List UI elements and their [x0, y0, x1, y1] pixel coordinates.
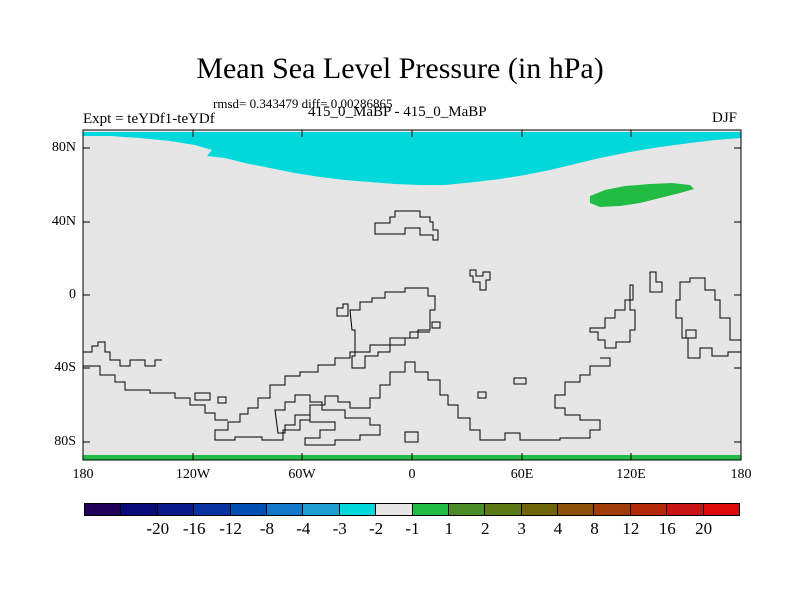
season-label: DJF [712, 110, 738, 126]
west-coast-segment [83, 365, 228, 421]
colorbar-label: -20 [146, 519, 170, 538]
colorbar-label: -1 [405, 519, 420, 538]
colorbar-swatch [447, 503, 486, 516]
colorbar-swatch [338, 503, 377, 516]
lon-label-180e: 180 [730, 467, 752, 482]
lon-label-60w: 60W [288, 467, 316, 482]
west-coast-segment-2 [83, 341, 162, 367]
colorbar-label: -8 [259, 519, 275, 538]
arctic-negative-anomaly [83, 132, 741, 185]
colorbar [84, 503, 741, 516]
lat-label-0: 0 [69, 287, 76, 302]
colorbar-label: -4 [296, 519, 311, 538]
colorbar-label: -12 [219, 519, 242, 538]
colorbar-label: 3 [517, 519, 526, 538]
lat-label-40n: 40N [51, 214, 76, 229]
south-america-coast [349, 287, 436, 369]
colorbar-label: -3 [332, 519, 347, 538]
lat-label-80n: 80N [51, 140, 76, 155]
lon-label-120e: 120E [616, 467, 646, 482]
colorbar-label: 4 [553, 519, 563, 538]
indonesia-coast [589, 284, 636, 349]
small-island-coast [336, 303, 349, 317]
colorbar-label: 2 [481, 519, 490, 538]
colorbar-swatch [411, 503, 449, 516]
colorbar-label: 16 [658, 519, 676, 538]
small-island-8-coast [685, 329, 697, 339]
antarctic-island-coast [404, 431, 419, 443]
colorbar-swatch [265, 503, 304, 516]
colorbar-swatch [375, 503, 413, 516]
colorbar-swatch [520, 503, 559, 516]
island-3-coast [649, 271, 663, 293]
lon-label-0: 0 [408, 467, 416, 482]
colorbar-swatch [702, 503, 741, 516]
colorbar-label: -2 [369, 519, 384, 538]
colorbar-swatch [229, 503, 267, 516]
coastlines [83, 210, 742, 446]
australia-coast [675, 277, 742, 359]
colorbar-label: 20 [695, 519, 713, 538]
small-island-7-coast [513, 377, 527, 385]
colorbar-swatch [666, 503, 704, 516]
colorbar-label: -16 [182, 519, 206, 538]
colorbar-swatch [484, 503, 522, 516]
southern-ocean-line-east [214, 331, 611, 441]
lat-label-40s: 40S [54, 360, 76, 375]
plot-title: Mean Sea Level Pressure (in hPa) [196, 52, 604, 85]
small-island-5-coast [217, 396, 227, 404]
lat-label-80s: 80S [54, 434, 76, 449]
colorbar-swatch [557, 503, 595, 516]
lon-label-120w: 120W [175, 467, 211, 482]
colorbar-swatch [593, 503, 631, 516]
antarctic-peninsula-coast [274, 394, 381, 446]
central-island-coast [469, 269, 491, 291]
colorbar-label: 8 [590, 519, 599, 538]
small-island-6-coast [477, 391, 487, 399]
colorbar-swatch [629, 503, 668, 516]
colorbar-swatch [156, 503, 195, 516]
lon-label-60e: 60E [510, 467, 534, 482]
colorbar-label: 12 [622, 519, 640, 538]
north-america-coast [374, 210, 439, 241]
colorbar-swatch [120, 503, 158, 516]
colorbar-label: 1 [444, 519, 454, 538]
small-island-4-coast [194, 392, 211, 401]
small-island-2-coast [431, 321, 441, 329]
colorbar-swatch [302, 503, 340, 516]
comparison-label: 415_0_MaBP - 415_0_MaBP [308, 104, 487, 120]
lon-label-180w: 180 [72, 467, 94, 482]
north-pacific-positive-anomaly [590, 183, 694, 207]
rmsd-diff-stats: rmsd= 0.343479 diff= 0.00286865 [213, 96, 393, 111]
colorbar-swatch [84, 503, 122, 516]
colorbar-swatch [193, 503, 231, 516]
experiment-label: Expt = teYDf1-teYDf [83, 111, 215, 127]
axis-ticks [83, 130, 741, 460]
